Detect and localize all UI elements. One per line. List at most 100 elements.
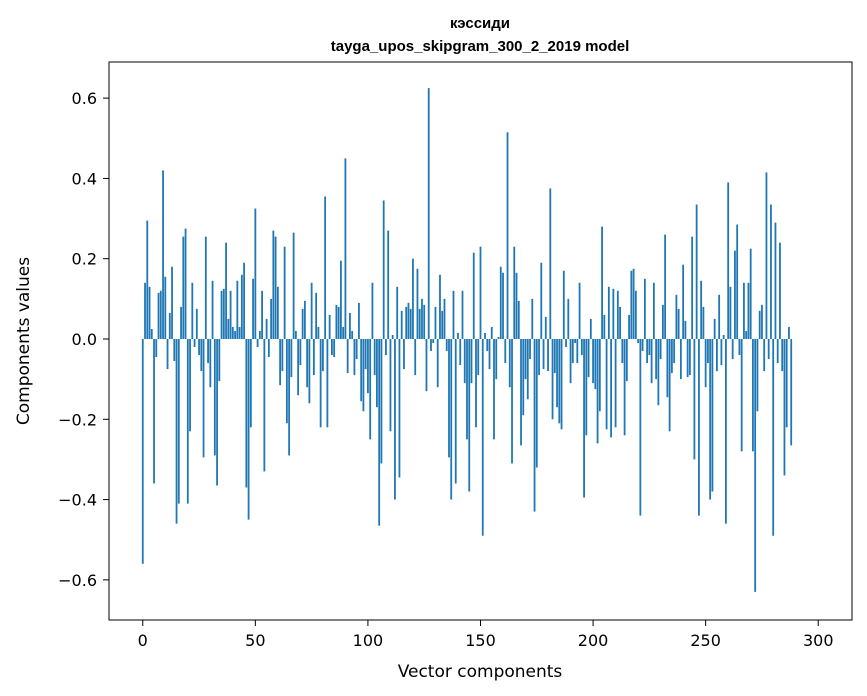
- bar-250: [704, 338, 707, 388]
- bar-265: [738, 338, 741, 356]
- bar-135: [445, 338, 448, 352]
- bar-9: [162, 170, 164, 339]
- bar-74: [308, 338, 311, 404]
- bar-18: [182, 236, 185, 339]
- bar-182: [551, 338, 554, 420]
- bar-38: [227, 318, 230, 339]
- bar-145: [468, 338, 471, 492]
- bar-166: [515, 272, 518, 339]
- bar-174: [533, 338, 536, 512]
- bar-158: [497, 336, 500, 339]
- bar-201: [594, 338, 597, 390]
- bar-179: [544, 316, 547, 339]
- bar-149: [477, 338, 480, 376]
- bar-87: [337, 306, 340, 339]
- bar-274: [758, 310, 761, 339]
- bar-208: [610, 338, 612, 438]
- bar-205: [603, 314, 606, 339]
- bar-280: [772, 338, 775, 536]
- bar-90: [344, 158, 347, 339]
- bar-127: [427, 88, 430, 339]
- bar-106: [380, 338, 383, 464]
- bar-191: [571, 338, 574, 364]
- bar-46: [245, 338, 248, 488]
- bar-13: [171, 266, 173, 339]
- bar-211: [616, 290, 619, 339]
- bar-254: [713, 318, 716, 339]
- bar-256: [718, 294, 721, 339]
- bar-124: [421, 298, 423, 339]
- bar-227: [652, 282, 655, 339]
- bar-83: [328, 314, 331, 339]
- y-tick-label: −0.2: [58, 410, 97, 429]
- bar-194: [578, 282, 581, 339]
- bar-68: [294, 330, 297, 339]
- bar-24: [195, 308, 198, 339]
- y-tick-label: 0.4: [72, 169, 97, 188]
- bar-202: [596, 338, 599, 444]
- bar-176: [538, 338, 540, 376]
- bar-195: [580, 338, 583, 356]
- bar-96: [358, 302, 360, 339]
- bar-52: [258, 330, 261, 339]
- bar-157: [495, 338, 498, 380]
- bar-2: [146, 220, 149, 339]
- bar-259: [725, 338, 727, 524]
- bar-75: [310, 282, 313, 339]
- bar-277: [765, 172, 768, 339]
- bar-223: [643, 278, 646, 339]
- bar-269: [747, 282, 750, 339]
- bar-77: [315, 292, 318, 339]
- bar-100: [367, 338, 369, 394]
- bar-151: [481, 338, 484, 536]
- bar-26: [200, 338, 203, 372]
- bar-32: [213, 338, 216, 456]
- bar-234: [668, 338, 671, 432]
- bar-11: [166, 338, 169, 370]
- bar-125: [423, 304, 426, 339]
- bar-16: [177, 338, 180, 504]
- bar-84: [331, 338, 333, 356]
- bar-20: [186, 338, 189, 504]
- bar-41: [234, 330, 236, 339]
- bar-173: [531, 298, 534, 339]
- bar-231: [661, 304, 664, 339]
- bar-183: [553, 338, 556, 374]
- bar-72: [303, 300, 306, 339]
- bar-79: [319, 338, 322, 428]
- bar-241: [684, 320, 687, 339]
- bar-266: [740, 338, 743, 452]
- bar-44: [240, 274, 243, 339]
- bar-89: [342, 326, 345, 339]
- bars-group: [141, 88, 793, 592]
- bar-115: [400, 310, 403, 339]
- bar-184: [556, 338, 558, 408]
- bar-199: [589, 318, 592, 339]
- bar-275: [761, 304, 763, 339]
- bar-272: [754, 338, 757, 592]
- bar-66: [290, 338, 293, 378]
- bar-262: [731, 338, 734, 360]
- bar-172: [529, 338, 531, 360]
- bar-55: [265, 318, 268, 339]
- bar-270: [749, 248, 752, 339]
- bar-249: [702, 306, 705, 339]
- bar-232: [664, 234, 667, 339]
- bar-222: [641, 338, 644, 352]
- bar-73: [306, 338, 309, 388]
- bar-175: [535, 338, 538, 468]
- bar-207: [607, 286, 610, 339]
- bar-105: [378, 338, 381, 526]
- y-axis-label: Components values: [14, 257, 34, 425]
- bar-45: [243, 262, 245, 339]
- bar-190: [569, 338, 572, 384]
- bar-107: [382, 200, 385, 339]
- bar-61: [279, 338, 282, 386]
- x-tick-label: 50: [245, 631, 265, 650]
- bar-63: [283, 246, 286, 339]
- bar-276: [763, 338, 766, 372]
- bar-268: [745, 330, 748, 339]
- bar-165: [513, 246, 516, 339]
- bar-159: [499, 266, 502, 339]
- bar-230: [659, 338, 662, 360]
